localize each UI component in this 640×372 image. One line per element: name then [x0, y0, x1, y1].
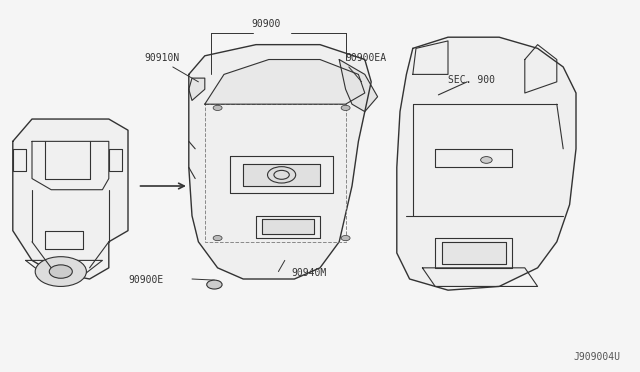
Polygon shape: [205, 60, 365, 104]
Text: J909004U: J909004U: [574, 352, 621, 362]
Circle shape: [268, 167, 296, 183]
Text: 90900: 90900: [251, 19, 280, 29]
Polygon shape: [189, 78, 205, 100]
Circle shape: [49, 265, 72, 278]
Text: 90940M: 90940M: [291, 269, 326, 278]
Text: 90910N: 90910N: [144, 53, 179, 62]
Polygon shape: [13, 119, 128, 279]
Text: 90900EA: 90900EA: [346, 53, 387, 62]
Polygon shape: [397, 37, 576, 290]
Circle shape: [35, 257, 86, 286]
Text: 90900E: 90900E: [128, 275, 163, 285]
Text: SEC. 900: SEC. 900: [448, 75, 495, 85]
Circle shape: [213, 105, 222, 110]
Polygon shape: [262, 219, 314, 234]
Circle shape: [213, 235, 222, 241]
Polygon shape: [243, 164, 320, 186]
Polygon shape: [189, 45, 371, 279]
Circle shape: [207, 280, 222, 289]
Polygon shape: [442, 242, 506, 264]
Circle shape: [341, 235, 350, 241]
Circle shape: [481, 157, 492, 163]
Polygon shape: [339, 60, 378, 112]
Circle shape: [341, 105, 350, 110]
